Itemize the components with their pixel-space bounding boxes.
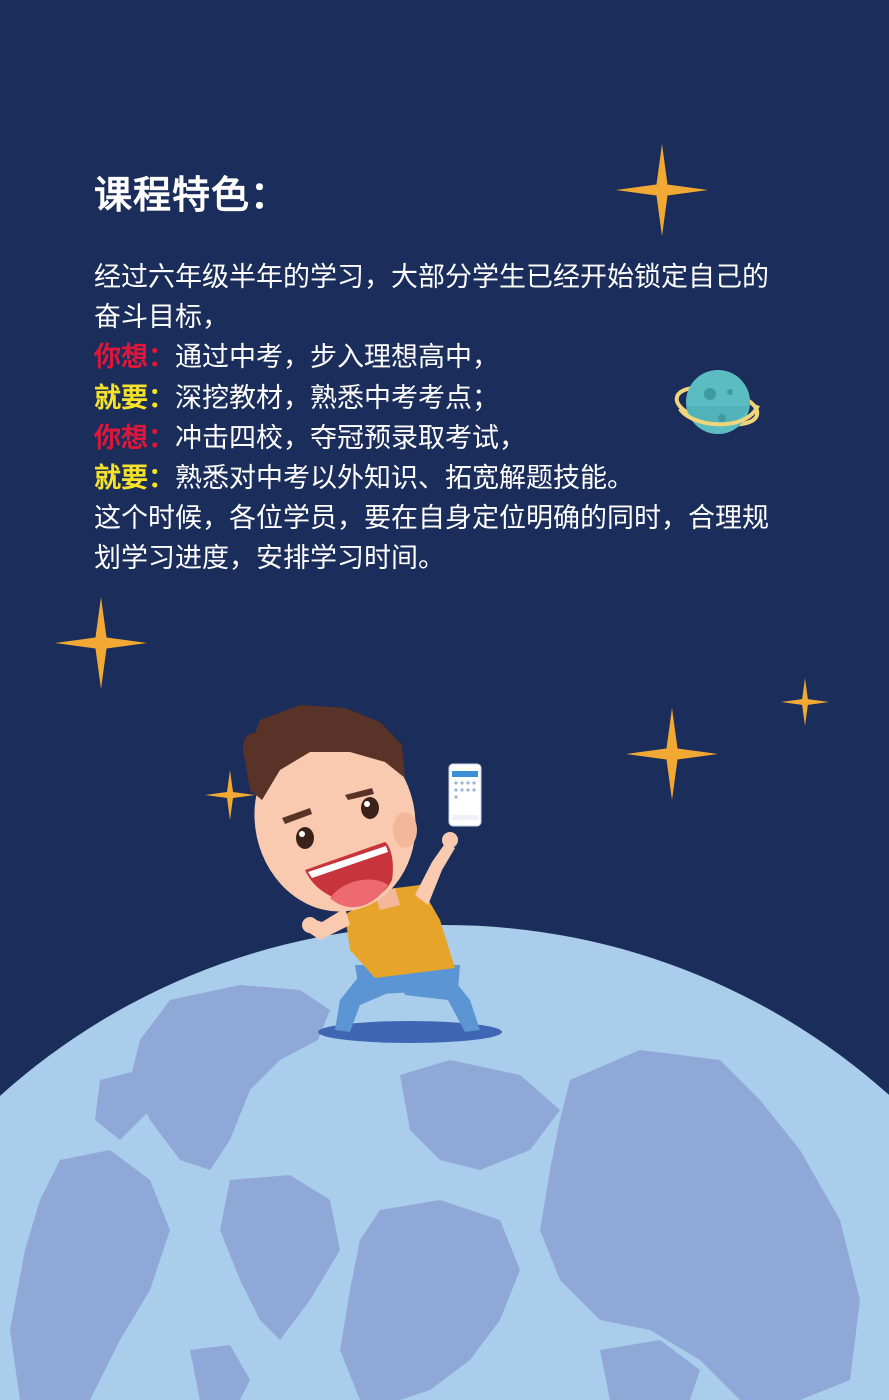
- action-line: 就要：熟悉对中考以外知识、拓宽解题技能。: [94, 459, 794, 499]
- intro-line: 经过六年级半年的学习，大部分学生已经开始锁定自己的: [94, 262, 769, 293]
- four-point-star-icon: [781, 678, 829, 726]
- page-title: 课程特色：: [94, 173, 290, 217]
- action-text: 深挖教材，熟悉中考考点；: [175, 382, 499, 414]
- action-line: 就要：深挖教材，熟悉中考考点；: [94, 379, 794, 419]
- action-keyword: 就要：: [94, 382, 175, 414]
- intro-line: 奋斗目标，: [94, 302, 229, 334]
- closing-line: 这个时候，各位学员，要在自身定位明确的同时，合理规: [94, 503, 769, 535]
- four-point-star-icon: [616, 144, 708, 236]
- smartphone-icon: [448, 763, 482, 827]
- goal-line: 你想：冲击四校，夺冠预录取考试，: [94, 419, 794, 459]
- four-point-star-icon: [55, 597, 147, 689]
- goal-text: 通过中考，步入理想高中，: [175, 342, 499, 374]
- character-shadow: [318, 1021, 502, 1043]
- goal-line: 你想：通过中考，步入理想高中，: [94, 338, 794, 378]
- goal-keyword: 你想：: [94, 342, 175, 374]
- closing-line: 划学习进度，安排学习时间。: [94, 543, 445, 575]
- action-text: 熟悉对中考以外知识、拓宽解题技能。: [175, 463, 634, 495]
- goal-text: 冲击四校，夺冠预录取考试，: [175, 422, 526, 454]
- action-keyword: 就要：: [94, 463, 175, 495]
- cartoon-boy: [242, 705, 480, 1032]
- course-description: 经过六年级半年的学习，大部分学生已经开始锁定自己的 奋斗目标， 你想：通过中考，…: [94, 258, 794, 580]
- four-point-star-icon: [205, 770, 255, 820]
- goal-keyword: 你想：: [94, 422, 175, 454]
- four-point-star-icon: [626, 708, 718, 800]
- earth-continents: [10, 985, 860, 1400]
- ringed-planet-icon: [674, 370, 760, 434]
